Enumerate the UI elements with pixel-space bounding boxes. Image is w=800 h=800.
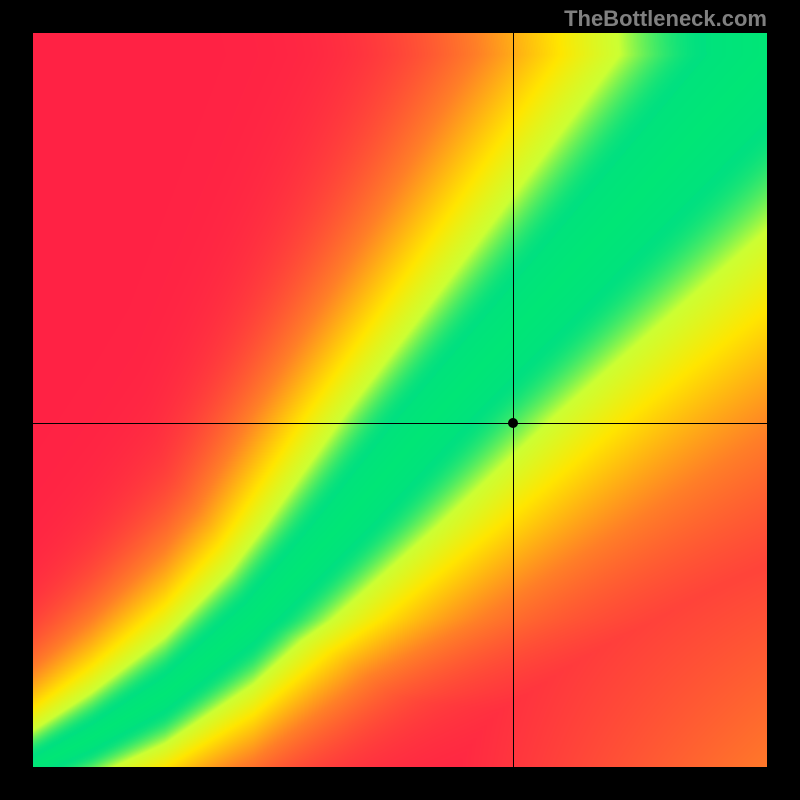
bottleneck-heatmap xyxy=(33,33,767,767)
crosshair-vertical xyxy=(513,33,514,767)
crosshair-horizontal xyxy=(33,423,767,424)
watermark-text: TheBottleneck.com xyxy=(564,6,767,32)
plot-area xyxy=(33,33,767,767)
